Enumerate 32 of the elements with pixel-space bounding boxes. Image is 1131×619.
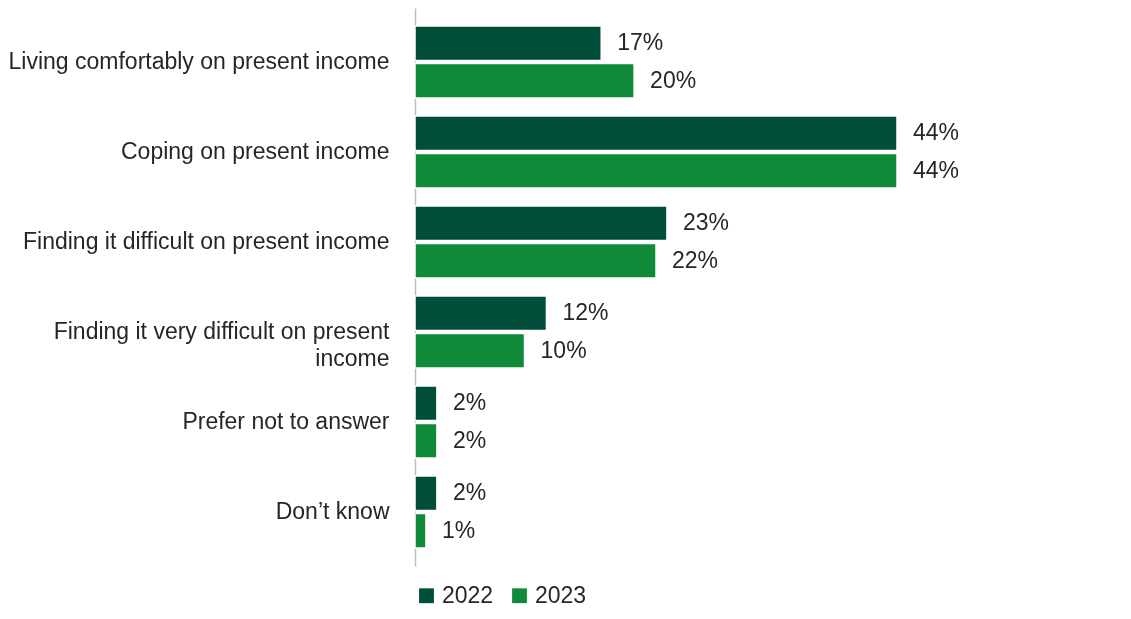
y-tick-label: Prefer not to answer: [182, 408, 390, 434]
data-label: 2%: [452, 426, 487, 453]
bar: [414, 152, 898, 189]
data-label: 2%: [452, 389, 487, 416]
bar: [414, 205, 668, 242]
data-label: 44%: [913, 119, 960, 146]
legend-label: 2023: [535, 581, 587, 608]
data-label: 2%: [452, 479, 487, 506]
bar: [414, 25, 602, 62]
data-label: 23%: [682, 209, 729, 236]
y-tick-label: Finding it difficult on present income: [23, 228, 390, 254]
data-label: 10%: [540, 336, 587, 363]
y-tick-label: Don’t know: [275, 498, 390, 524]
legend-label: 2022: [442, 581, 494, 608]
bar: [414, 385, 438, 422]
bar: [414, 115, 898, 152]
data-label: 17%: [617, 29, 664, 56]
y-tick-label: Finding it very difficult on present income: [53, 318, 391, 371]
bar: [414, 295, 548, 332]
data-label: 20%: [650, 66, 697, 93]
data-label: 1%: [441, 516, 476, 543]
data-label: 44%: [913, 156, 960, 183]
bar: [414, 512, 427, 549]
bar: [414, 332, 526, 369]
bar: [414, 422, 438, 459]
y-tick-label: Coping on present income: [121, 138, 390, 164]
bar: [414, 475, 438, 512]
y-tick-label: Living comfortably on present income: [8, 48, 390, 74]
bar: [414, 242, 657, 279]
bar: [414, 62, 635, 99]
data-label: 12%: [562, 299, 609, 326]
data-label: 22%: [672, 246, 719, 273]
